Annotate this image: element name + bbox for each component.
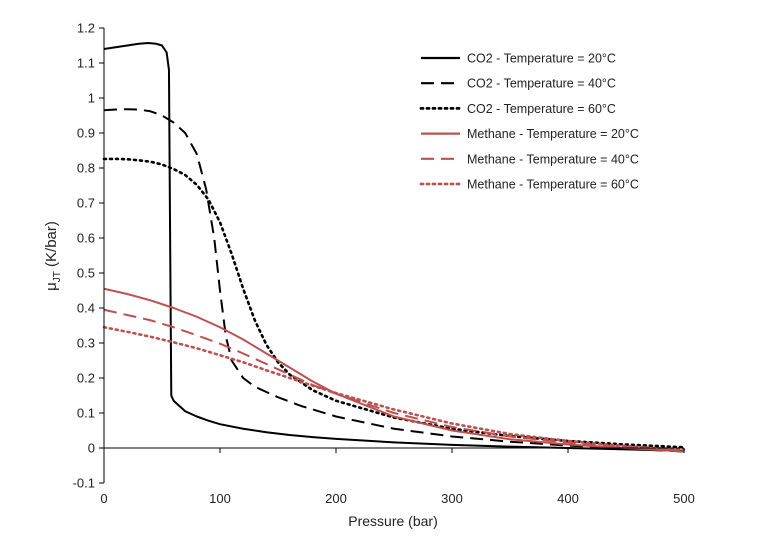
series-line-1 [103,42,685,452]
y-axis-title: μJT (K/bar) [43,221,63,291]
x-tick-label: 100 [209,491,231,506]
x-tick-label: 400 [557,491,579,506]
legend-label-2: CO2 - Temperature = 40°C [467,77,616,91]
series-line-4 [103,287,685,453]
y-tick-label: 1.2 [77,21,95,36]
x-tick-label: 0 [100,491,107,506]
legend-label-4: Methane - Temperature = 20°C [467,127,639,141]
y-tick-label: 0.5 [77,266,95,281]
y-tick-label: 0.6 [77,231,95,246]
series-line-3 [102,157,686,449]
legend-label-5: Methane - Temperature = 40°C [467,152,639,166]
y-axis-title-symbol: μ [43,282,60,291]
y-tick-label: 0.1 [77,406,95,421]
x-tick-label: 200 [325,491,347,506]
y-tick-label: 0.4 [77,301,95,316]
x-axis-title: Pressure (bar) [348,513,437,529]
y-tick-label: 0.8 [77,161,95,176]
y-tick-label: 1.1 [77,56,95,71]
y-axis-title-subscript: JT [52,271,63,282]
y-tick-label: 1 [88,91,95,106]
y-tick-label: 0.2 [77,371,95,386]
axes: -0.1 0 0.1 0.2 0.3 0.4 0.5 0.6 0.7 0.8 0.9 1 1.1 1.2 0… [73,21,695,507]
legend-label-6: Methane - Temperature = 60°C [467,178,639,192]
x-tick-label: 300 [441,491,463,506]
series-line-6 [102,325,686,452]
y-tick-label: 0.9 [77,126,95,141]
y-tick-label: 0.3 [77,336,95,351]
plot-lines [102,42,686,453]
legend-label-1: CO2 - Temperature = 20°C [467,52,616,66]
legend-label-3: CO2 - Temperature = 60°C [467,102,616,116]
legend: CO2 - Temperature = 20°C CO2 - Temperatur… [419,52,639,192]
series-line-5 [103,308,685,452]
x-tick-label: 500 [673,491,695,506]
y-tick-label: 0.7 [77,196,95,211]
svg-text:μJT (K/bar): μJT (K/bar) [43,221,63,291]
y-tick-label: -0.1 [73,476,95,491]
y-tick-label: 0 [88,441,95,456]
y-axis-title-unit: (K/bar) [43,221,60,271]
